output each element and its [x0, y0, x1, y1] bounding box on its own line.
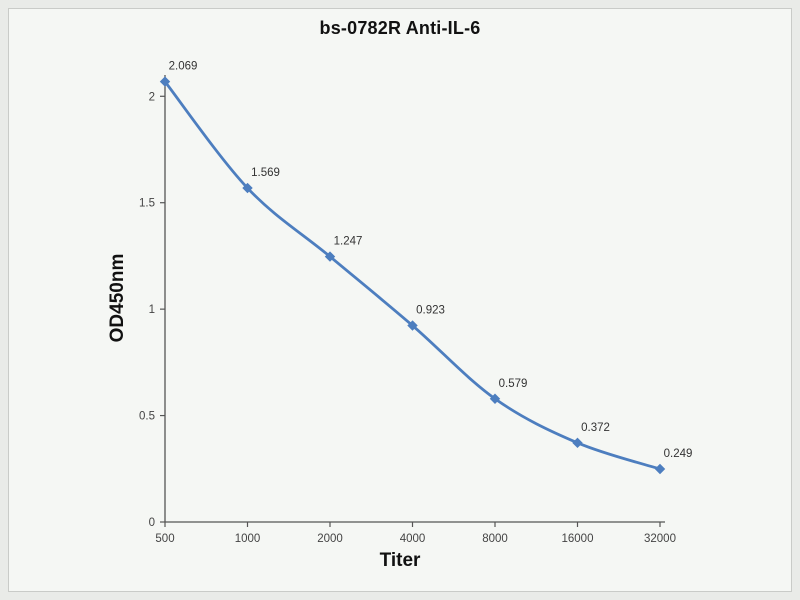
x-tick-label: 16000 [562, 533, 594, 545]
x-tick-label: 32000 [644, 533, 676, 545]
data-point-marker [159, 76, 171, 87]
data-point-label: 0.249 [664, 448, 693, 460]
data-point-label: 0.579 [499, 378, 528, 390]
x-tick-label: 8000 [482, 533, 508, 545]
data-point-label: 2.069 [169, 61, 198, 73]
series-line [163, 80, 662, 471]
data-point-label: 0.923 [416, 305, 445, 317]
x-axis-title: Titer [379, 550, 421, 571]
y-tick-label: 0.5 [139, 411, 155, 423]
data-point-marker [489, 393, 501, 404]
data-point-marker [407, 320, 418, 331]
x-tick-label: 1000 [235, 533, 261, 545]
y-tick-label: 2 [149, 91, 155, 103]
data-point-label: 1.247 [334, 236, 363, 248]
y-tick-label: 1.5 [139, 198, 155, 210]
y-tick-label: 0 [149, 517, 155, 529]
x-tick-label: 4000 [400, 533, 426, 545]
chart-title: bs-0782R Anti-IL-6 [319, 18, 481, 38]
chart-panel [8, 8, 792, 592]
data-point-marker [324, 251, 336, 262]
data-point-label: 1.569 [251, 167, 280, 179]
data-point-marker [572, 437, 583, 449]
y-tick-label: 1 [149, 304, 155, 316]
data-point-label: 0.372 [581, 422, 610, 434]
y-axis-title: OD450nm [107, 253, 128, 343]
x-tick-label: 500 [155, 533, 174, 545]
data-point-marker [654, 463, 666, 475]
x-tick-label: 2000 [317, 533, 343, 545]
data-point-marker [242, 182, 253, 194]
